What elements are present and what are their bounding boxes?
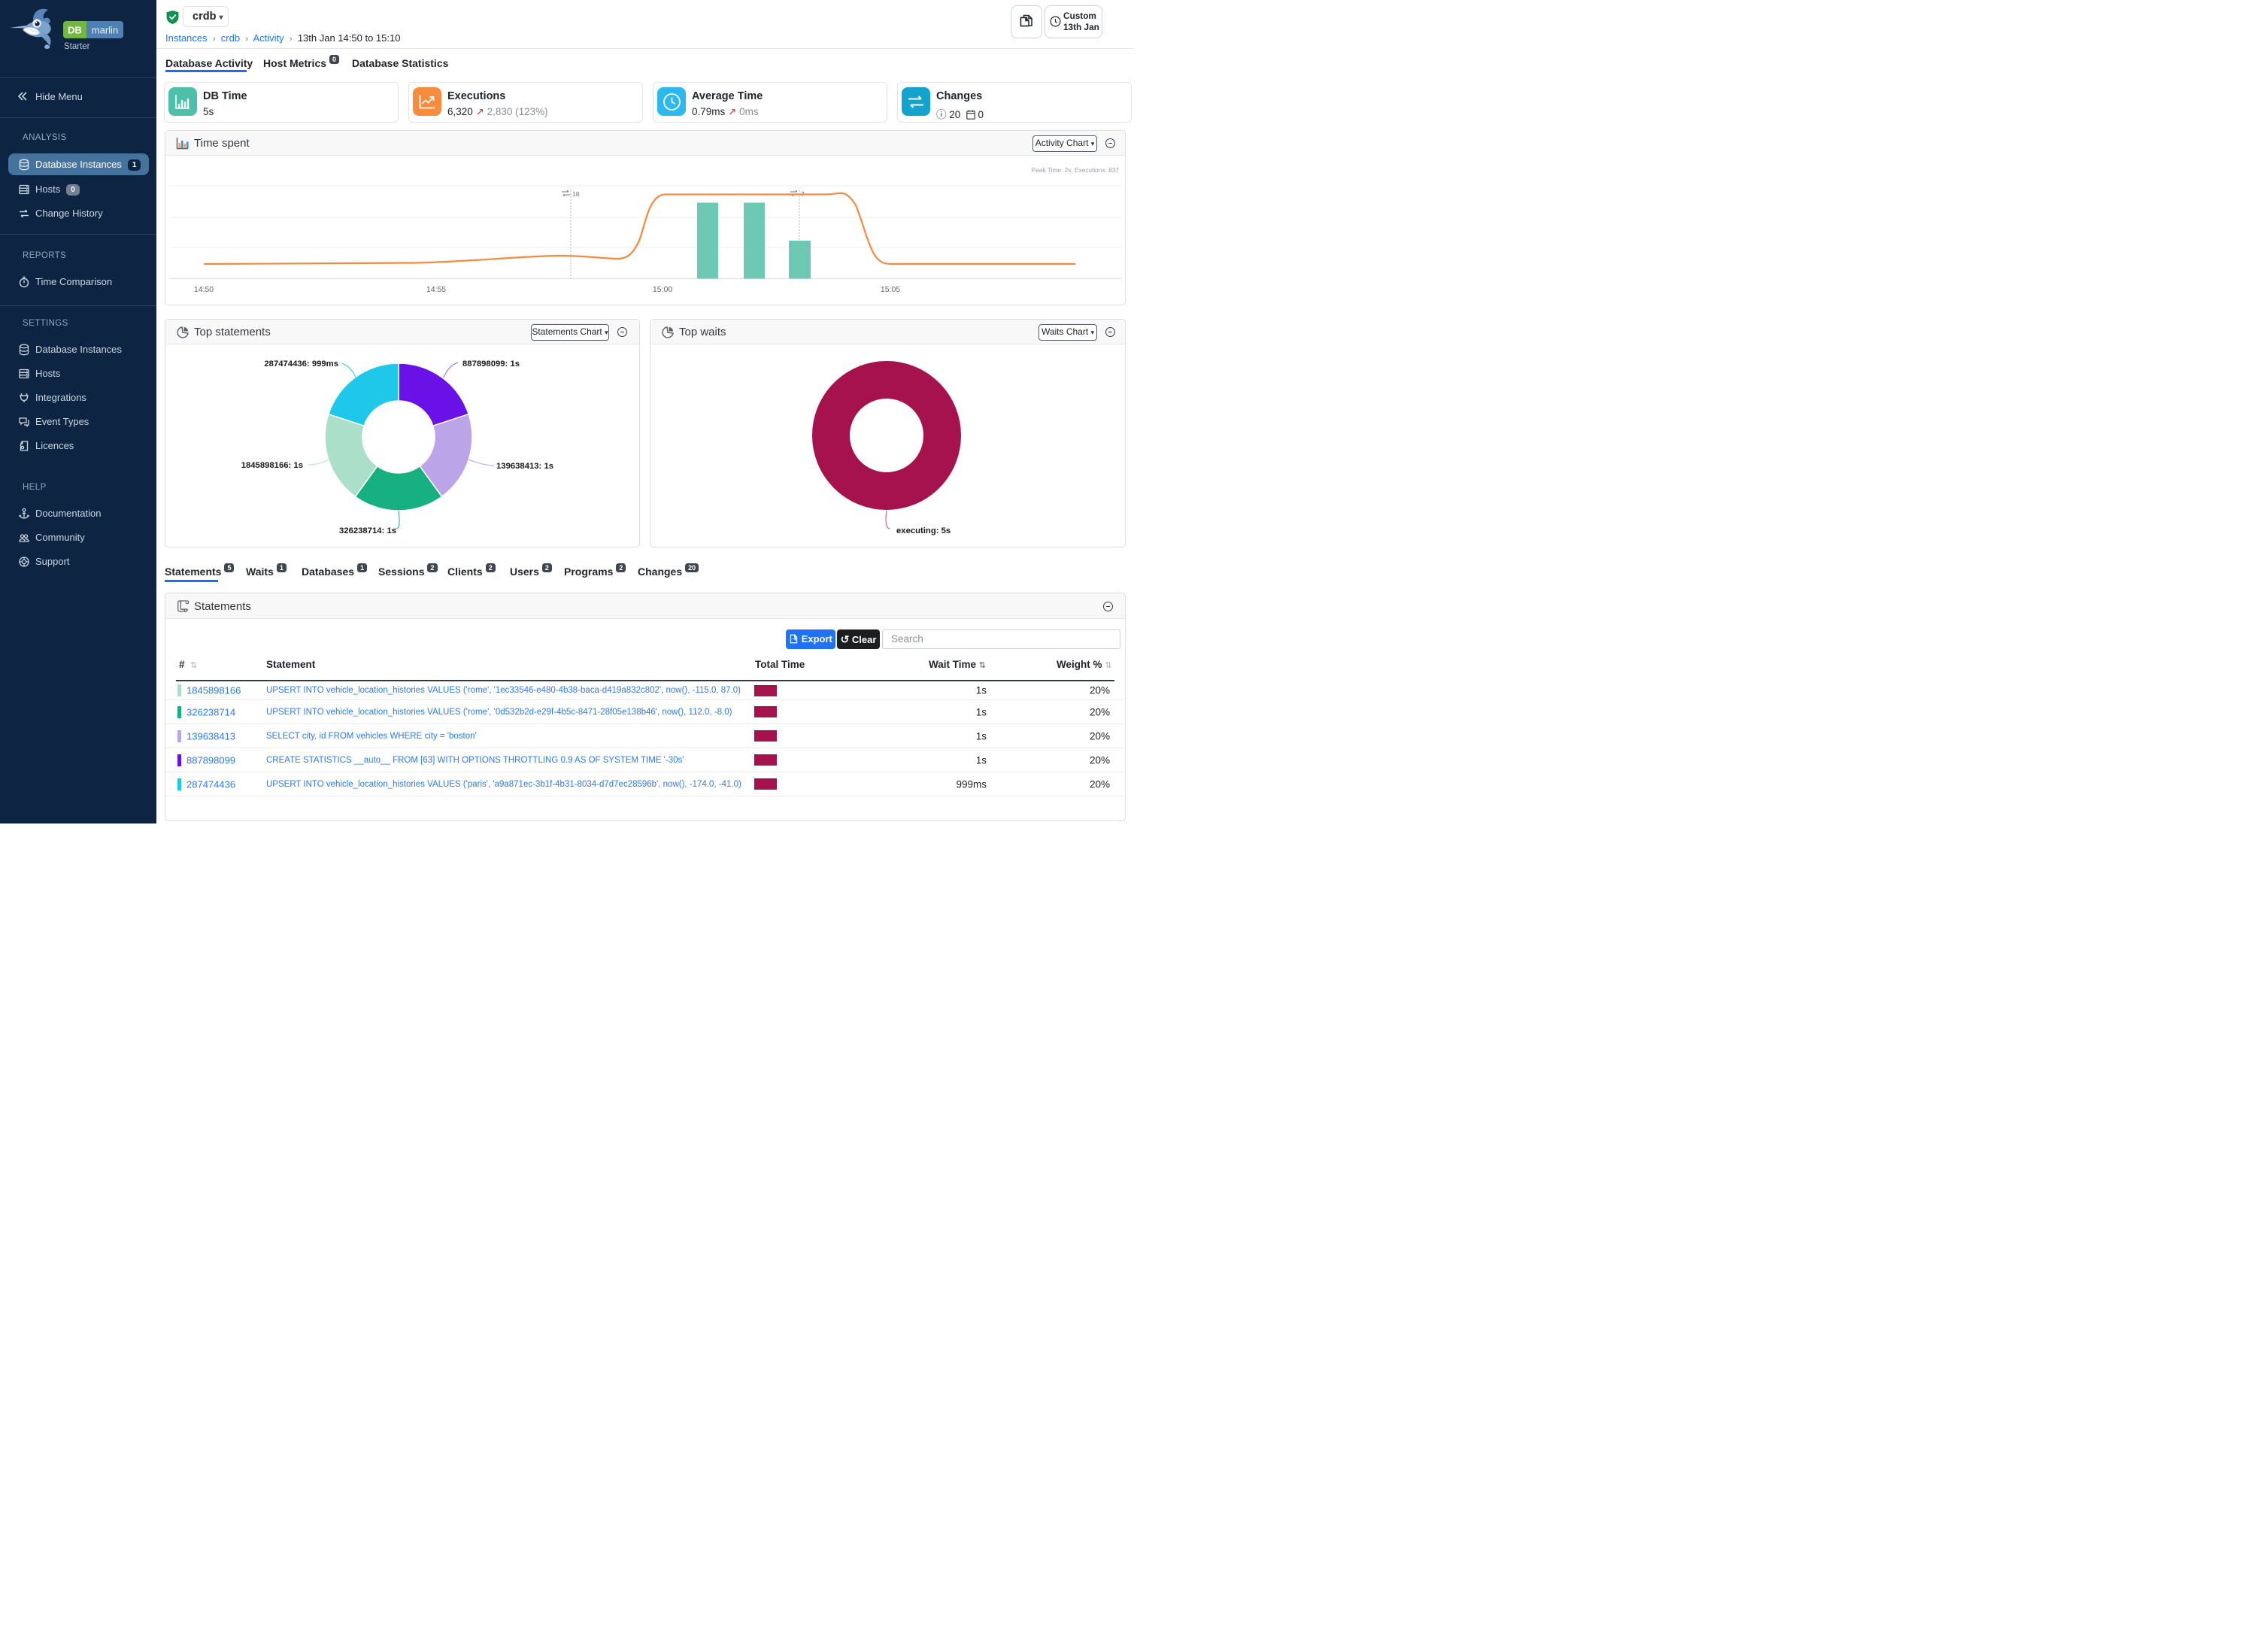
svg-text:287474436: 999ms: 287474436: 999ms <box>264 359 338 369</box>
svg-text:14:55: 14:55 <box>426 285 446 294</box>
svg-text:887898099: 1s: 887898099: 1s <box>462 359 520 369</box>
svg-text:15:05: 15:05 <box>881 285 900 294</box>
svg-text:1845898166: 1s: 1845898166: 1s <box>241 461 303 470</box>
svg-text:14:50: 14:50 <box>194 285 214 294</box>
svg-text:Peak Time: 2s, Executions: 837: Peak Time: 2s, Executions: 837 <box>1032 166 1120 174</box>
svg-text:executing: 5s: executing: 5s <box>896 526 951 535</box>
svg-text:326238714: 1s: 326238714: 1s <box>339 526 396 535</box>
svg-text:15:00: 15:00 <box>653 285 672 294</box>
svg-text:18: 18 <box>572 190 580 198</box>
svg-text:139638413: 1s: 139638413: 1s <box>496 462 553 471</box>
